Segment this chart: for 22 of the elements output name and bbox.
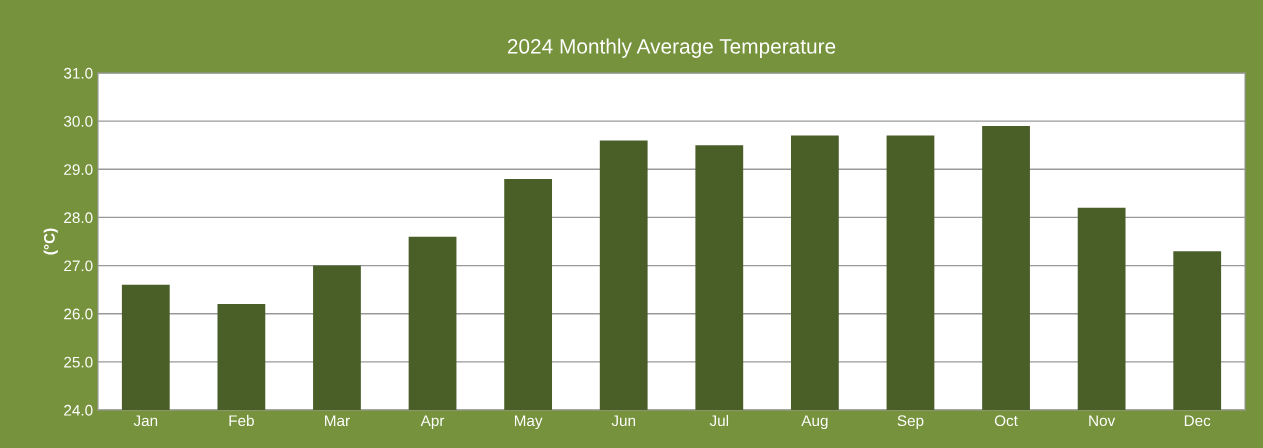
y-tick-label: 25.0 xyxy=(64,356,93,368)
x-tick-label: Dec xyxy=(1184,415,1211,427)
x-tick-label: Jun xyxy=(611,415,636,427)
y-tick-label: 27.0 xyxy=(64,260,93,272)
x-tick-label: Jan xyxy=(133,415,158,427)
y-tick-label: 24.0 xyxy=(64,404,93,416)
y-tick-label: 29.0 xyxy=(64,164,93,175)
x-tick-label: Feb xyxy=(229,414,254,427)
x-tick-label: Mar xyxy=(325,415,350,427)
y-tick-label: 30.0 xyxy=(63,116,93,127)
y-axis-title: (°C) xyxy=(43,228,58,255)
x-tick-label: Jul xyxy=(709,414,729,427)
y-tick-label: 28.0 xyxy=(64,212,93,224)
x-tick-label: Apr xyxy=(420,415,445,430)
x-tick-label: Sep xyxy=(897,415,924,430)
x-tick-label: Aug xyxy=(801,415,828,430)
x-tick-label: Nov xyxy=(1089,415,1116,427)
x-tick-label: Oct xyxy=(994,415,1018,427)
y-tick-label: 31.0 xyxy=(63,67,93,79)
chart-title: 2024 Monthly Average Temperature xyxy=(507,38,836,58)
x-tick-label: May xyxy=(514,415,543,430)
y-tick-label: 26.0 xyxy=(64,308,93,320)
